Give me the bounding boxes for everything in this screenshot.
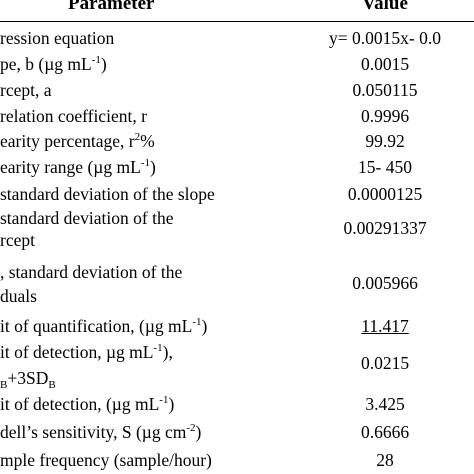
row-value: 3.425 <box>365 394 405 414</box>
row-label: duals <box>0 286 37 306</box>
label-text: dell’s sensitivity, S (µg cm <box>0 422 187 442</box>
row-label: earity range (µg mL-1) <box>0 157 156 177</box>
row-label: it of detection, (µg mL-1) <box>0 394 174 414</box>
label-text: ) <box>195 422 202 442</box>
label-text: -1 <box>91 54 101 66</box>
label-text: duals <box>0 286 37 306</box>
row-value: 0.00291337 <box>343 218 427 238</box>
row-value: 15- 450 <box>358 157 412 177</box>
row-label: it of detection, µg mL-1), <box>0 342 173 362</box>
row-label: , standard deviation of the <box>0 262 182 282</box>
label-text: earity range (µg mL <box>0 157 141 177</box>
label-text: standard deviation of the slope <box>0 184 215 204</box>
row-label: relation coefficient, r <box>0 106 147 126</box>
label-text: standard deviation of the <box>0 208 174 228</box>
row-value: 0.9996 <box>360 106 410 126</box>
label-text: -1 <box>140 157 150 169</box>
row-label: mple frequency (sample/hour) <box>0 450 212 470</box>
row-label: rcept <box>0 230 35 250</box>
label-text: -1 <box>159 394 169 406</box>
row-value: 11.417 <box>361 316 409 336</box>
label-text: earity percentage, r <box>0 131 135 151</box>
row-value: 0.050115 <box>352 80 418 100</box>
label-text: -2 <box>186 422 196 434</box>
label-text: it of detection, (µg mL <box>0 394 160 414</box>
label-text: it of quantification, (µg mL <box>0 316 193 336</box>
label-text: B <box>48 379 56 391</box>
label-text: -1 <box>192 316 202 328</box>
row-label: B+3SDB <box>0 368 56 391</box>
row-value: 0.0000125 <box>347 184 423 204</box>
row-value: 0.0015 <box>360 54 410 74</box>
label-text: +3SD <box>7 368 49 388</box>
label-text: it of detection, µg mL <box>0 342 154 362</box>
label-text: rcept <box>0 230 35 250</box>
row-value: 0.6666 <box>360 422 410 442</box>
label-text: % <box>140 131 155 151</box>
label-text: , standard deviation of the <box>0 262 183 282</box>
label-text: ) <box>149 157 156 177</box>
row-label: dell’s sensitivity, S (µg cm-2) <box>0 422 201 442</box>
row-value: 28 <box>376 450 394 470</box>
label-text: -1 <box>153 342 163 354</box>
row-label: standard deviation of the <box>0 208 174 228</box>
label-text: ression equation <box>0 28 115 48</box>
row-label: rcept, a <box>0 80 52 100</box>
label-text: 2 <box>134 131 141 143</box>
row-value: 99.92 <box>365 131 405 151</box>
label-text: ), <box>162 342 173 362</box>
row-value: 0.0215 <box>360 353 410 373</box>
label-text: rcept, a <box>0 80 52 100</box>
label-text: ) <box>201 316 208 336</box>
row-label: earity percentage, r2% <box>0 131 155 151</box>
row-label: ression equation <box>0 28 114 48</box>
label-text: ) <box>100 54 107 74</box>
label-text: ) <box>168 394 175 414</box>
row-label: standard deviation of the slope <box>0 184 215 204</box>
label-text: B <box>0 379 8 391</box>
header-rule <box>0 21 474 22</box>
row-value: y= 0.0015x- 0.0 <box>329 28 441 48</box>
label-text: mple frequency (sample/hour) <box>0 450 212 470</box>
row-value: 0.005966 <box>352 273 418 293</box>
row-label: it of quantification, (µg mL-1) <box>0 316 207 336</box>
label-text: pe, b (µg mL <box>0 54 92 74</box>
row-label: pe, b (µg mL-1) <box>0 54 107 74</box>
header-parameter: Parameter <box>68 0 155 14</box>
label-text: relation coefficient, r <box>0 106 147 126</box>
header-value: Value <box>362 0 408 14</box>
